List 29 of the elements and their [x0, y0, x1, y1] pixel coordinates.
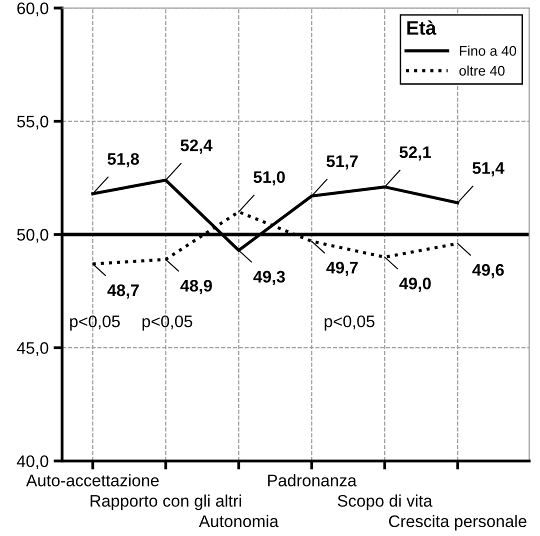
y-tick-label: 50,0	[17, 228, 48, 243]
data-label: 48,7	[107, 284, 139, 299]
x-tick-label: Scopo di vita	[338, 494, 432, 510]
legend-title: Età	[407, 20, 436, 35]
y-tick-label: 45,0	[16, 342, 48, 356]
y-tick-label: 40,0	[16, 455, 48, 470]
x-tick-label: Rapporto con gli altri	[90, 494, 242, 510]
data-label: 51,7	[326, 156, 358, 170]
data-label: 51,8	[108, 153, 140, 168]
data-label: 49,0	[399, 278, 431, 292]
data-label: 52,4	[180, 139, 212, 154]
annotation: p<0,05	[324, 315, 374, 331]
data-label: 49,7	[326, 262, 358, 276]
data-label: 52,1	[400, 146, 432, 160]
annotation: p<0,05	[70, 315, 120, 331]
data-label: 48,9	[180, 280, 212, 294]
legend-label: Fino a 40	[460, 46, 516, 56]
x-tick-label: Auto-accettazione	[26, 474, 159, 486]
legend-label: oltre 40	[459, 66, 505, 76]
y-tick-label: 60,0	[17, 2, 48, 16]
data-label: 49,3	[253, 270, 285, 286]
y-tick-label: 55,0	[17, 116, 48, 130]
x-tick-label: Padronanza	[268, 474, 357, 486]
x-tick-label: Crescita personale	[389, 514, 526, 530]
annotation: p<0,05	[142, 315, 192, 331]
x-tick-label: Autonomia	[198, 514, 279, 528]
data-label: 49,6	[472, 264, 504, 278]
data-label: 51,0	[254, 171, 285, 186]
data-label: 51,4	[472, 162, 504, 176]
